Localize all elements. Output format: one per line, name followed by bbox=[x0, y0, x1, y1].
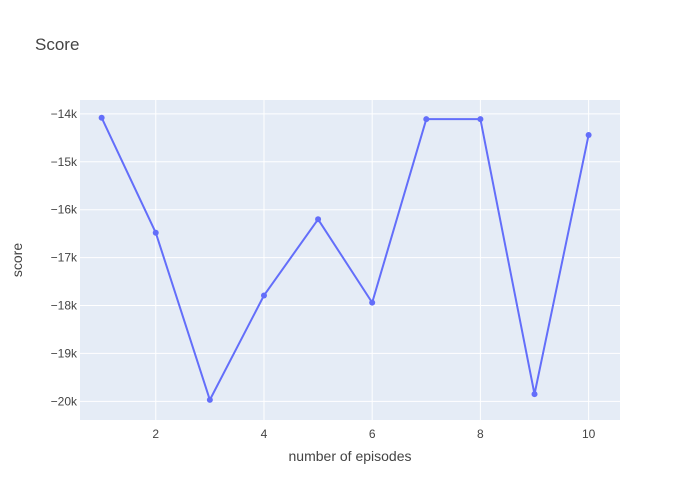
data-point[interactable] bbox=[315, 216, 322, 223]
grid-lines bbox=[80, 100, 620, 420]
data-point[interactable] bbox=[531, 391, 538, 398]
y-tick-label: −14k bbox=[51, 107, 78, 121]
data-point[interactable] bbox=[423, 116, 430, 123]
y-tick-label: −16k bbox=[51, 203, 78, 217]
data-point[interactable] bbox=[585, 131, 592, 138]
y-tick-label: −19k bbox=[51, 346, 78, 360]
x-axis-ticks: 2 4 6 8 10 bbox=[152, 427, 595, 441]
data-point[interactable] bbox=[206, 396, 213, 403]
data-point[interactable] bbox=[369, 299, 376, 306]
series-layer bbox=[98, 114, 592, 403]
data-point[interactable] bbox=[260, 292, 267, 299]
y-tick-label: −17k bbox=[51, 251, 78, 265]
x-tick-label: 2 bbox=[152, 427, 159, 441]
y-tick-label: −18k bbox=[51, 299, 78, 313]
y-axis-ticks: −14k −15k −16k −17k −18k −19k −20k bbox=[51, 107, 78, 408]
series-line bbox=[100, 117, 590, 401]
y-tick-label: −15k bbox=[51, 155, 78, 169]
chart-title: Score bbox=[35, 35, 79, 54]
y-tick-label: −20k bbox=[51, 394, 78, 408]
data-point[interactable] bbox=[152, 229, 159, 236]
data-point[interactable] bbox=[477, 116, 484, 123]
x-tick-label: 6 bbox=[369, 427, 376, 441]
y-axis-title: score bbox=[9, 243, 25, 277]
x-tick-label: 10 bbox=[582, 427, 596, 441]
x-tick-label: 8 bbox=[477, 427, 484, 441]
data-point[interactable] bbox=[98, 114, 105, 121]
x-tick-label: 4 bbox=[261, 427, 268, 441]
x-axis-title: number of episodes bbox=[289, 448, 412, 464]
